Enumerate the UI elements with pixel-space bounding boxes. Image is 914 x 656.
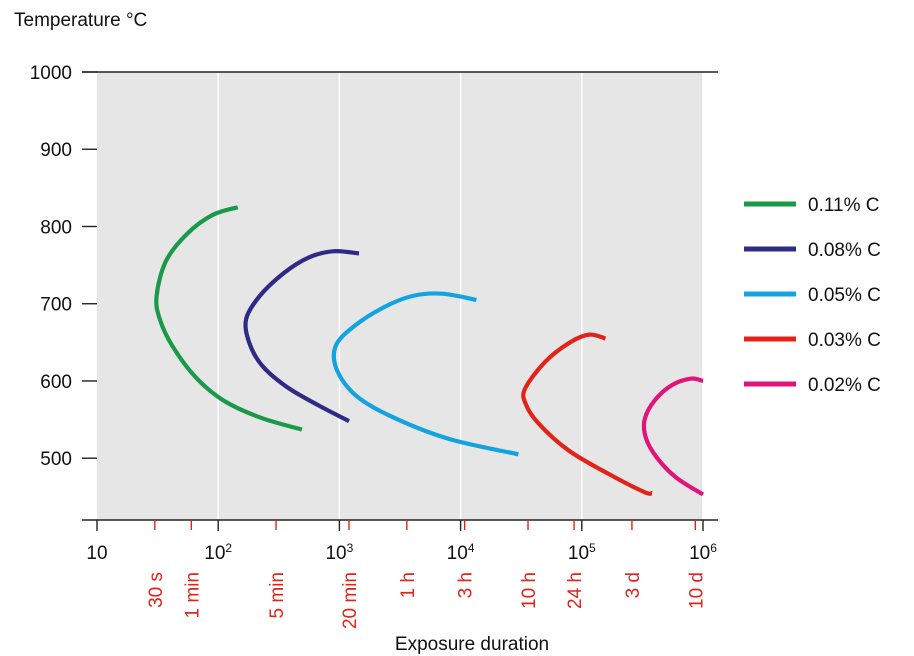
time-tick-label: 1 h bbox=[398, 572, 419, 598]
y-tick-label: 800 bbox=[40, 217, 72, 238]
time-tick-label: 30 s bbox=[146, 572, 167, 608]
x-tick-label: 104 bbox=[447, 541, 475, 564]
time-tick-label: 3 d bbox=[623, 572, 644, 598]
legend-label: 0.08% C bbox=[808, 240, 881, 261]
x-tick-label: 10 bbox=[86, 543, 107, 564]
x-axis-label: Exposure duration bbox=[395, 634, 549, 655]
y-tick-label: 600 bbox=[40, 372, 72, 393]
x-tick-label: 102 bbox=[204, 541, 232, 564]
legend-label: 0.05% C bbox=[808, 285, 881, 306]
time-tick-label: 20 min bbox=[340, 572, 361, 629]
series-curve-4 bbox=[521, 332, 653, 496]
legend-label: 0.11% C bbox=[808, 195, 879, 216]
y-tick-label: 500 bbox=[40, 449, 72, 470]
time-tick-label: 1 min bbox=[182, 572, 203, 618]
y-tick-label: 900 bbox=[40, 140, 72, 161]
y-tick-label: 700 bbox=[40, 295, 72, 316]
plot-area bbox=[97, 72, 703, 520]
legend-label: 0.03% C bbox=[808, 330, 881, 351]
time-tick-label: 24 h bbox=[565, 572, 586, 609]
series-curve-5 bbox=[641, 376, 705, 497]
time-tick-label: 3 h bbox=[456, 572, 477, 598]
time-tick-label: 10 h bbox=[519, 572, 540, 609]
x-tick-label: 105 bbox=[568, 541, 596, 564]
series-curve-2 bbox=[243, 249, 360, 423]
y-tick-label: 1000 bbox=[30, 63, 72, 84]
series-curves bbox=[154, 205, 705, 497]
time-tick-label: 5 min bbox=[267, 572, 288, 618]
series-curve-3 bbox=[331, 291, 519, 457]
legend: 0.11% C 0.08% C 0.05% C 0.03% C 0.02% C bbox=[744, 195, 881, 396]
y-axis-label: Temperature °C bbox=[14, 10, 147, 31]
x-tick-label: 103 bbox=[325, 541, 353, 564]
series-curve-1 bbox=[154, 205, 303, 432]
time-tick-label: 10 d bbox=[686, 572, 707, 609]
legend-label: 0.02% C bbox=[808, 375, 881, 396]
x-tick-label: 106 bbox=[689, 541, 717, 564]
axes: 1000 900 800 700 600 500 10 102 103 104 105 106 30 s… bbox=[30, 63, 718, 629]
